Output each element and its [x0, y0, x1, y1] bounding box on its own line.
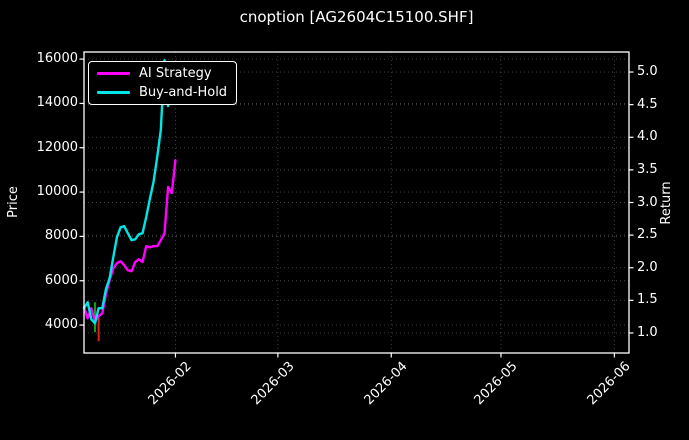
axes-frame: [83, 51, 630, 354]
return-tick-label: 4.0: [637, 129, 658, 145]
price-tick-label: 14000: [36, 95, 78, 111]
return-tick-label: 3.5: [637, 161, 658, 177]
return-tick-label: 2.5: [637, 227, 658, 243]
price-tick-label: 4000: [44, 317, 78, 333]
series-line-buy-and-hold: [82, 59, 174, 325]
legend: AI Strategy Buy-and-Hold: [88, 61, 237, 105]
legend-label-buy-and-hold: Buy-and-Hold: [139, 84, 228, 100]
price-tick-label: 6000: [44, 272, 78, 288]
return-tick-label: 1.5: [637, 292, 658, 308]
legend-entry-ai-strategy: AI Strategy: [89, 64, 236, 83]
price-tick-label: 10000: [36, 184, 78, 200]
return-tick-label: 5.0: [637, 64, 658, 80]
plot-canvas: [79, 51, 634, 358]
return-tick-label: 2.0: [637, 259, 658, 275]
price-tick-label: 12000: [36, 139, 78, 155]
return-tick-label: 4.5: [637, 96, 658, 112]
return-tick-label: 1.0: [637, 324, 658, 340]
ai-strategy-line-swatch: [97, 72, 130, 75]
return-tick-label: 3.0: [637, 194, 658, 210]
price-tick-label: 8000: [44, 228, 78, 244]
price-tick-label: 16000: [36, 51, 78, 67]
chart-figure: cnoption [AG2604C15100.SHF] Price Return…: [6, 8, 674, 409]
buy-and-hold-line-swatch: [97, 91, 130, 94]
chart-title: cnoption [AG2604C15100.SHF]: [239, 8, 474, 26]
legend-label-ai-strategy: AI Strategy: [139, 65, 212, 81]
series-line-ai-strategy: [82, 158, 177, 323]
legend-entry-buy-and-hold: Buy-and-Hold: [89, 83, 236, 102]
